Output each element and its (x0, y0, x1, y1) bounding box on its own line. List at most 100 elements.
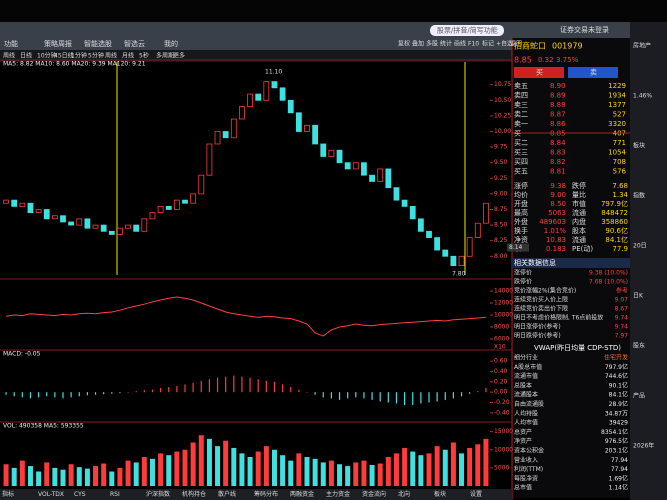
indicator-tab[interactable]: 板块 (434, 490, 446, 498)
candle (141, 218, 148, 232)
y-tick-label: 0.20 (494, 378, 508, 385)
indicator-tab[interactable]: CYS (74, 491, 86, 498)
indicator-tab[interactable]: 沪深指数 (146, 490, 170, 498)
indicator-tab[interactable]: 指标 (2, 490, 14, 498)
indicator-tab[interactable]: VOL-TDX (38, 491, 64, 498)
menu-item[interactable]: 我的 (164, 39, 178, 48)
info-label: 连续竞价卖出价下限 (514, 305, 568, 313)
bar (436, 392, 438, 402)
bar (62, 392, 64, 399)
menu-item[interactable]: 智选云 (124, 39, 145, 48)
bar (273, 381, 276, 393)
bar (265, 380, 267, 393)
price: 8.85 (514, 56, 532, 65)
bar (54, 392, 56, 398)
search[interactable]: 股票/拼音/简写功能 (437, 26, 498, 35)
candle (409, 205, 416, 220)
sell-label[interactable]: 卖 (590, 69, 597, 77)
candle (92, 224, 99, 229)
bar (249, 377, 251, 393)
sell-button[interactable] (568, 67, 618, 78)
login[interactable]: 证券交易未登录 (560, 25, 609, 34)
indicator-tab[interactable]: 机构持仓 (182, 490, 206, 498)
stat-label: 涨停 (514, 181, 528, 190)
candle (458, 255, 465, 267)
candle (328, 149, 335, 157)
stat-label: 内盘 (572, 217, 586, 226)
buy-label[interactable]: 买 (536, 69, 543, 77)
bar (225, 376, 227, 393)
y-tick-label: 8.25 (494, 237, 508, 244)
candle (466, 237, 473, 257)
tool-button[interactable]: 统计 (440, 40, 452, 48)
y-tick-label: 0.00 (494, 389, 508, 396)
y-tick-label: 8.50 (494, 222, 508, 229)
candle (279, 87, 286, 101)
menu-item[interactable]: 策略周报 (44, 39, 72, 48)
period-tab[interactable]: 月线 (122, 52, 134, 60)
period-tab[interactable]: 周线 (3, 52, 15, 60)
period-tab[interactable]: 45日线 (54, 52, 74, 60)
buy-button[interactable] (514, 67, 564, 78)
indicator-tab[interactable]: RSI (110, 491, 120, 498)
tool-button[interactable]: 画线 (454, 40, 466, 48)
menu-item[interactable]: 智能选股 (84, 39, 112, 48)
indicator-tab[interactable]: 两融资金 (290, 490, 314, 498)
tool-button[interactable]: 多股 (426, 40, 438, 48)
bar (330, 392, 332, 399)
tool-button[interactable]: +自选 (496, 40, 513, 48)
candle (43, 209, 50, 220)
menu-item[interactable]: 功能 (4, 39, 18, 48)
candle (369, 174, 375, 182)
y-tick-label: -0.40 (494, 409, 510, 416)
tool-button[interactable]: 复权 (398, 40, 410, 48)
period-tab[interactable]: 10分钟 (37, 52, 57, 60)
search-box[interactable] (430, 25, 504, 36)
stat-value: 489603 (539, 218, 566, 226)
stock-name: 招商蛇口 (514, 41, 546, 51)
tool-button[interactable]: F10 (468, 41, 479, 48)
indicator-tab[interactable]: 北向 (398, 490, 410, 498)
indicator-tab[interactable]: 设置 (470, 490, 482, 498)
period-tab[interactable]: 5分钟 (88, 52, 104, 60)
bar (306, 392, 308, 393)
tool-button[interactable]: 标记 (482, 40, 494, 48)
period-tab[interactable]: 1分钟 (71, 52, 87, 60)
candle (483, 202, 489, 224)
bar (395, 392, 398, 404)
period-tab[interactable]: 日线 (20, 52, 32, 60)
bar (141, 457, 147, 486)
period-tab[interactable]: 多周期 (156, 52, 174, 60)
indicator-tab[interactable]: 资金流向 (362, 490, 386, 498)
bar (231, 447, 237, 486)
candle (68, 221, 75, 226)
candle (417, 218, 424, 232)
candle (312, 124, 319, 145)
period-tab[interactable]: 更多 (173, 52, 185, 60)
bar (369, 464, 375, 486)
info-label: 明日跌停价(参考) (514, 332, 561, 340)
bar (174, 451, 180, 486)
tool-button[interactable]: 叠加 (412, 40, 424, 48)
candle (190, 193, 197, 204)
indicator-tab[interactable]: 筹码分布 (254, 490, 278, 498)
y-tick-label: 10.25 (494, 112, 511, 119)
info-label: 明日涨停价(参考) (514, 323, 561, 331)
stat-value: 7.68 (612, 182, 628, 190)
bar (404, 392, 406, 406)
period-tab[interactable]: 5秒 (139, 52, 149, 60)
indicator-tab[interactable]: 散户线 (218, 490, 236, 498)
bar (60, 469, 66, 486)
indicator-tab[interactable]: 主力资金 (326, 490, 350, 498)
fund-value: 744.6亿 (605, 372, 628, 380)
candle (165, 205, 172, 210)
vwap: VWAP(昨日均量 CDP-STD) (534, 343, 621, 352)
bar (387, 392, 389, 403)
y-tick-label: 10000 (494, 446, 513, 453)
period-bar (0, 50, 512, 62)
tool-button[interactable]: 返回 (510, 41, 522, 48)
period-tab[interactable]: 周线 (105, 52, 117, 60)
side-label: 板块 (633, 142, 645, 150)
book-price: 8.87 (550, 111, 566, 119)
